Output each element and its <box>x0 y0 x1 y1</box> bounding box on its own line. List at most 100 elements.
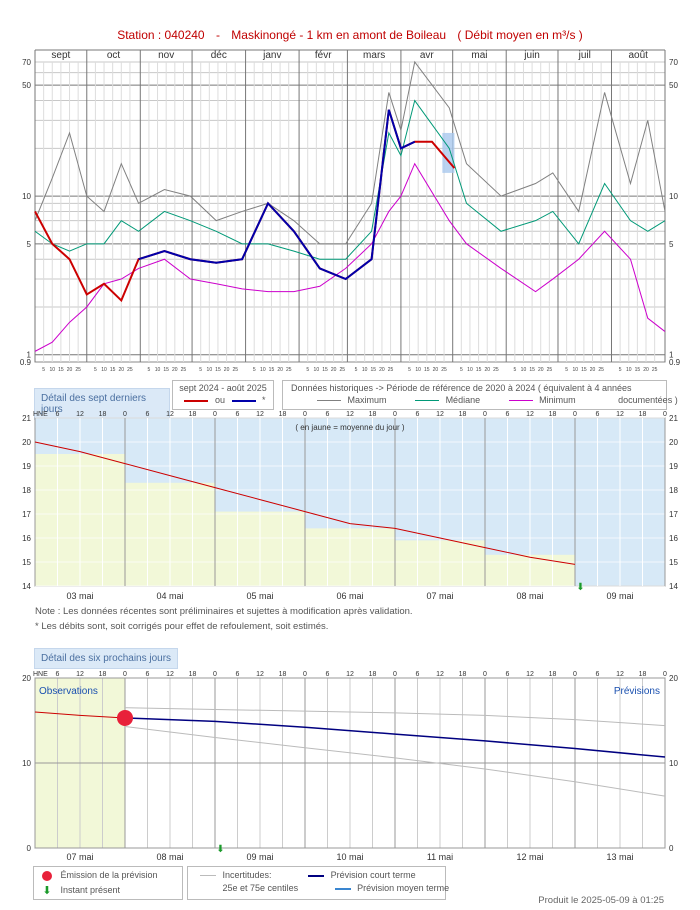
month-label: nov <box>158 50 174 61</box>
y-tick-label-right: 0.9 <box>669 358 681 367</box>
day-label: 09 mai <box>606 591 633 601</box>
hour-label: 18 <box>459 671 467 678</box>
hour-label: 18 <box>369 671 377 678</box>
hour-label: 0 <box>483 671 487 678</box>
title-separator: - <box>215 28 220 42</box>
day-tick-label: 15 <box>322 367 328 373</box>
short-term-label: Prévision court terme <box>330 870 416 880</box>
instant-marker-icon: ⬇ <box>216 844 224 855</box>
month-label: août <box>629 50 649 61</box>
hne-label: HNE <box>33 671 48 678</box>
day-tick-label: 25 <box>388 367 394 373</box>
day-tick-label: 25 <box>339 367 345 373</box>
day-tick-label: 10 <box>314 367 320 373</box>
observations-label: Observations <box>39 686 98 697</box>
day-tick-label: 20 <box>172 367 178 373</box>
y-tick-label-left: 0 <box>27 844 32 853</box>
hour-label: 0 <box>573 671 577 678</box>
note-preliminary: Note : Les données récentes sont prélimi… <box>35 606 413 617</box>
hour-label: 18 <box>369 411 377 418</box>
day-tick-label: 10 <box>155 367 161 373</box>
day-tick-label: 15 <box>581 367 587 373</box>
hour-label: 18 <box>99 671 107 678</box>
y-tick-label-left: 16 <box>22 534 31 543</box>
uncert-label: Incertitudes: <box>222 870 272 880</box>
hour-label: 18 <box>189 411 197 418</box>
y-tick-label-left: 20 <box>22 674 31 683</box>
y-tick-label-right: 10 <box>669 192 678 201</box>
station-label: Station : 040240 <box>117 28 205 42</box>
hour-label: 12 <box>256 671 264 678</box>
day-tick-label: 20 <box>277 367 283 373</box>
instant-marker-icon: ⬇ <box>576 582 584 593</box>
day-tick-label: 10 <box>415 367 421 373</box>
hour-label: 6 <box>506 411 510 418</box>
day-tick-label: 15 <box>215 367 221 373</box>
day-tick-label: 5 <box>460 367 463 373</box>
day-tick-label: 5 <box>94 367 97 373</box>
hour-label: 6 <box>236 671 240 678</box>
hour-label: 18 <box>549 671 557 678</box>
unit-label: ( Débit moyen en m³/s ) <box>457 28 583 42</box>
day-tick-label: 15 <box>371 367 377 373</box>
observed-line <box>34 711 126 719</box>
day-tick-label: 20 <box>119 367 125 373</box>
day-tick-label: 20 <box>331 367 337 373</box>
hour-label: 12 <box>346 671 354 678</box>
month-label: févr <box>315 50 332 61</box>
hour-label: 6 <box>146 671 150 678</box>
emission-dot-icon <box>42 870 52 881</box>
hour-label: 6 <box>236 411 240 418</box>
hour-label: 18 <box>279 411 287 418</box>
produced-footer: Produit le 2025-05-09 à 01:25 <box>538 895 664 906</box>
day-tick-label: 5 <box>619 367 622 373</box>
detail-six-days-button[interactable]: Détail des six prochains jours <box>34 648 179 669</box>
day-tick-label: 5 <box>306 367 309 373</box>
historical-label: Données historiques -> Période de référe… <box>291 383 632 393</box>
chart-title: Station : 040240 - Maskinongé - 1 km en … <box>0 28 700 42</box>
hour-label: 18 <box>639 411 647 418</box>
y-tick-label-left: 18 <box>22 486 31 495</box>
y-tick-label-right: 10 <box>669 759 678 768</box>
hour-label: 0 <box>393 671 397 678</box>
hour-label: 12 <box>166 671 174 678</box>
day-tick-label: 5 <box>513 367 516 373</box>
hour-label: 0 <box>573 411 577 418</box>
y-tick-label-left: 70 <box>22 58 31 67</box>
historical-legend: Données historiques -> Période de référe… <box>282 380 678 410</box>
max-swatch <box>317 400 341 402</box>
star-label: * <box>262 395 266 405</box>
day-tick-label: 5 <box>148 367 151 373</box>
or-label: ou <box>214 395 225 405</box>
instant-marker-icon: ⬇ <box>42 884 52 897</box>
day-label: 11 mai <box>427 852 453 862</box>
day-tick-label: 15 <box>424 367 430 373</box>
documented-label: documentées ) <box>618 395 678 405</box>
day-tick-label: 25 <box>127 367 133 373</box>
hne-label: HNE <box>33 411 48 418</box>
hour-label: 6 <box>146 411 150 418</box>
medium-term-label: Prévision moyen terme <box>357 883 450 893</box>
y-tick-label-left: 20 <box>22 438 31 447</box>
day-tick-label: 20 <box>224 367 230 373</box>
day-tick-label: 5 <box>42 367 45 373</box>
day-tick-label: 5 <box>355 367 358 373</box>
day-tick-label: 25 <box>181 367 187 373</box>
day-tick-label: 25 <box>652 367 658 373</box>
y-tick-label-right: 20 <box>669 674 678 683</box>
day-tick-label: 10 <box>101 367 107 373</box>
hour-label: 18 <box>459 411 467 418</box>
day-tick-label: 5 <box>565 367 568 373</box>
month-label: janv <box>262 50 281 61</box>
y-tick-label-left: 1 <box>27 351 32 360</box>
y-tick-label-right: 1 <box>669 351 674 360</box>
y-tick-label-left: 10 <box>22 192 31 201</box>
max-label: Maximum <box>347 395 387 405</box>
y-tick-label-right: 19 <box>669 462 678 471</box>
y-tick-label-left: 17 <box>22 510 31 519</box>
hour-label: 0 <box>303 411 307 418</box>
hour-label: 0 <box>393 411 397 418</box>
detail-seven-days-button[interactable]: Détail des sept derniers jours <box>34 388 170 420</box>
y-tick-label-right: 21 <box>669 414 678 423</box>
day-label: 06 mai <box>336 591 363 601</box>
